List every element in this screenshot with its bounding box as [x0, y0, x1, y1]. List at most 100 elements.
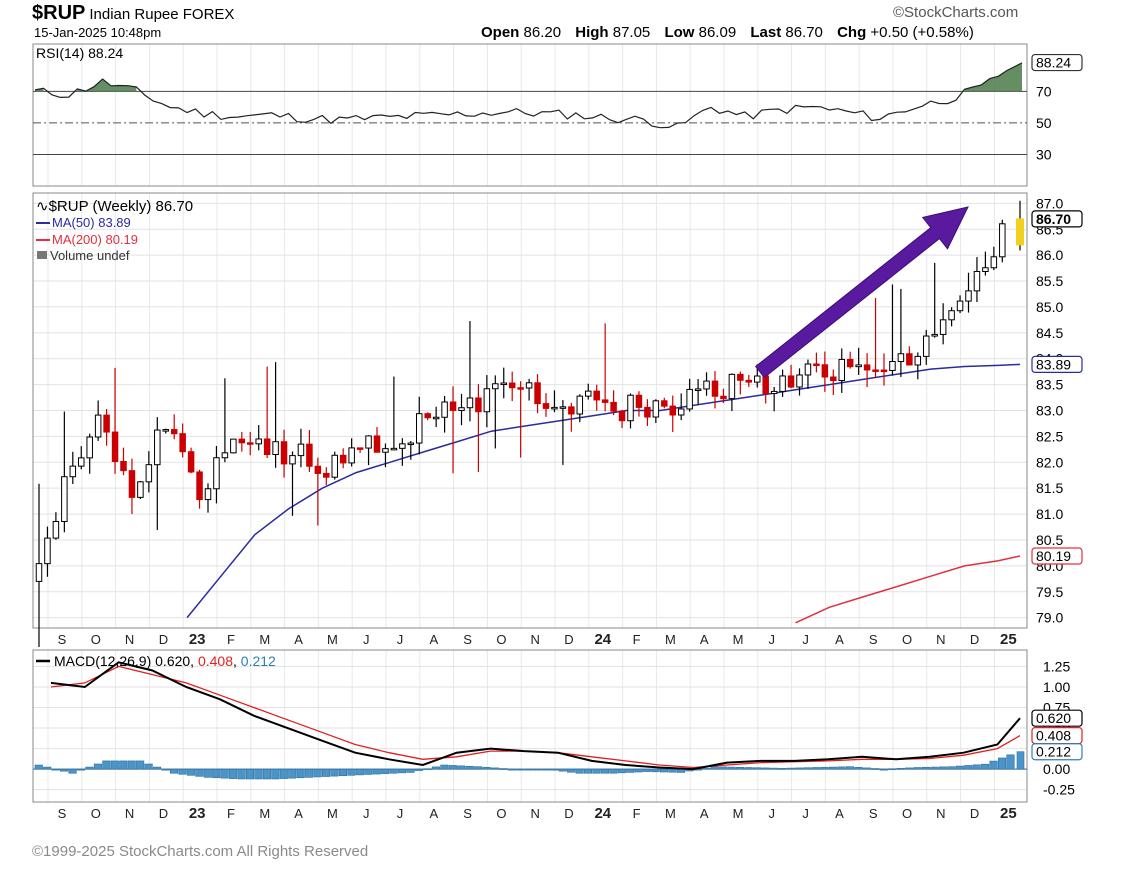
price-tick-label: 79.5 [1036, 584, 1063, 600]
chg-value: +0.50 (+0.58%) [870, 24, 974, 41]
ma200-value-tag: 80.19 [1036, 548, 1071, 564]
macd-x-tick-label: M [665, 806, 676, 821]
candle-up [897, 353, 905, 363]
candle-up [999, 223, 1006, 258]
macd-hist-bar [719, 766, 728, 770]
high-value: 87.05 [612, 24, 651, 41]
price-x-tick-label: A [294, 632, 303, 647]
macd-hist-bar [465, 765, 474, 770]
candle-down [120, 460, 127, 472]
macd-hist-bar [938, 766, 947, 770]
candle-up [69, 465, 77, 478]
macd-hist-bar [423, 768, 432, 771]
candle-up [289, 455, 296, 465]
price-x-tick-label: S [869, 632, 878, 647]
macd-hist-bar [178, 768, 187, 775]
macd-hist-bar [330, 768, 339, 777]
candle-down [475, 397, 482, 413]
candle-down [711, 380, 719, 397]
macd-value-tag: 0.620 [1036, 710, 1071, 726]
rsi-value-tag: 88.24 [1036, 55, 1071, 71]
candle-up [145, 464, 153, 483]
macd-hist-bar [981, 763, 990, 770]
candle-up [137, 481, 144, 498]
last-value: 86.70 [785, 24, 823, 41]
price-x-tick-label: J [802, 632, 809, 647]
macd-x-tick-label: O [902, 806, 912, 821]
macd-hist-bar [448, 765, 457, 770]
macd-hist-bar [136, 760, 145, 770]
annotation-arrow-shape [754, 206, 969, 379]
macd-hist-bar [364, 768, 373, 775]
macd-hist-bar [195, 768, 204, 777]
rsi-tick-label: 70 [1036, 83, 1052, 99]
macd-legend-label: MACD(12,26,9) 0.620, 0.408, 0.212 [54, 653, 276, 669]
macd-hist-bar [736, 766, 745, 770]
macd-hist-bar [643, 768, 652, 772]
macd-hist-bar [338, 768, 348, 777]
price-panel: 87.086.586.085.585.084.584.083.583.082.5… [32, 192, 1083, 648]
macd-x-tick-label: M [733, 806, 744, 821]
candle-down [103, 414, 110, 433]
candle-up [703, 380, 710, 390]
candle-up [804, 363, 812, 376]
rsi-label: RSI(14) 88.24 [36, 45, 123, 61]
candle-up [923, 335, 930, 357]
price-x-tick-label: N [125, 632, 134, 647]
candle-up [652, 400, 660, 418]
candle-down [813, 363, 820, 367]
last-candle [1016, 218, 1024, 246]
candle-down [872, 369, 879, 372]
macd-tick-label: 1.25 [1043, 658, 1070, 674]
macd-x-tick-label: D [564, 806, 573, 821]
last-label: Last [750, 24, 782, 41]
candle-down [846, 358, 854, 368]
macd-hist-bar [541, 768, 550, 771]
price-x-tick-label: M [259, 632, 270, 647]
macd-x-tick-label: 24 [594, 805, 611, 822]
price-frame [32, 192, 1028, 629]
candle-down [737, 373, 744, 381]
ma50-line [186, 363, 1021, 619]
macd-hist-bar [288, 768, 297, 779]
macd-hist-bar [710, 766, 719, 770]
macd-hist-bar [398, 768, 407, 774]
macd-x-tick-label: O [91, 806, 101, 821]
macd-hist-bar [60, 768, 69, 772]
ma200-legend-label: MA(200) 80.19 [52, 232, 138, 247]
macd-hist-bar [1006, 754, 1015, 770]
candle-up [796, 374, 803, 388]
candle-down [238, 438, 246, 444]
price-x-tick-label: O [902, 632, 912, 647]
macd-hist-bar [989, 760, 998, 770]
candle-up [297, 443, 305, 457]
macd-hist-bar [812, 767, 821, 770]
candle-down [517, 387, 524, 390]
macd-hist-bar [153, 766, 162, 770]
macd-hist-bar [583, 768, 593, 774]
candle-up [390, 447, 398, 451]
price-x-tick-label: O [91, 632, 101, 647]
candle-down [821, 364, 829, 378]
price-value-tag: 86.70 [1036, 211, 1071, 227]
candle-down [601, 399, 609, 403]
macd-hist-bar [896, 768, 905, 770]
macd-x-tick-label: A [429, 806, 438, 821]
candle-down [339, 454, 347, 464]
macd-hist-bar [634, 768, 643, 773]
candle-up [889, 361, 896, 371]
macd-tick-label: 0.00 [1043, 761, 1070, 777]
macd-hist-bar [161, 768, 170, 771]
macd-hist-bar [203, 768, 212, 778]
macd-legend-name: MACD(12,26,9) 0.620, [54, 653, 198, 669]
candle-up [956, 300, 964, 312]
candle-up [492, 383, 499, 390]
ma50-value-tag-box [1031, 355, 1083, 374]
macd-x-tick-label: M [327, 806, 338, 821]
candle-down [720, 395, 727, 400]
macd-hist-bar [313, 768, 322, 778]
price-x-tick-label: S [58, 632, 67, 647]
macd-legend-hist: 0.212 [241, 653, 276, 669]
macd-x-tick-label: F [633, 806, 641, 821]
candle-up [525, 382, 533, 389]
